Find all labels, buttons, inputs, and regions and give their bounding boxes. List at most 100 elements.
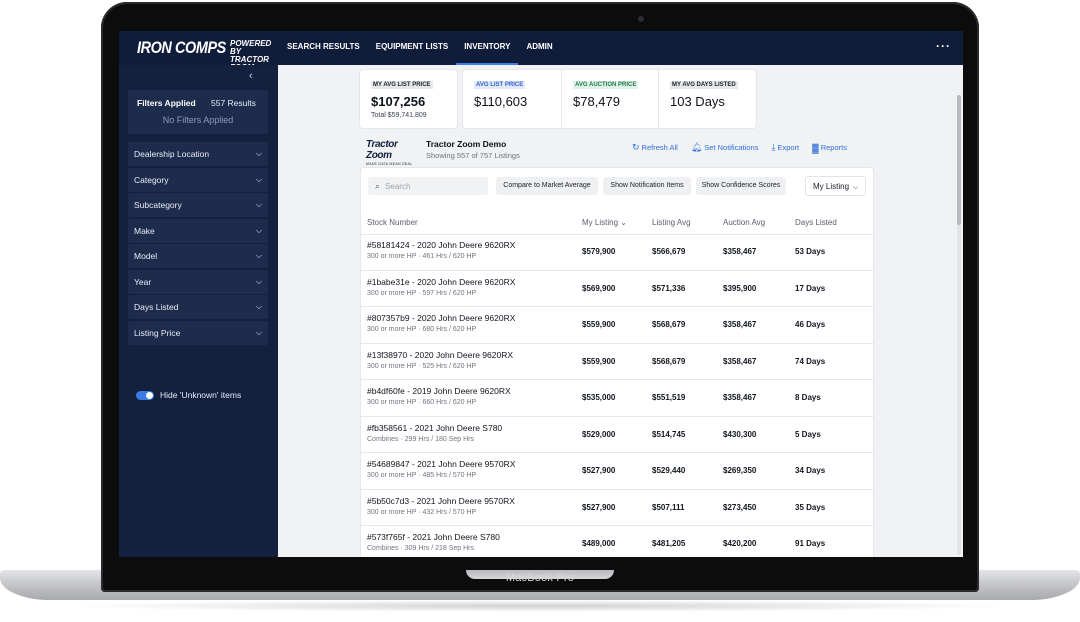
filter-subcategory[interactable]: Subcategory ⌵	[128, 193, 268, 217]
table-row[interactable]: #54689847 - 2021 John Deere 9570RX 300 o…	[361, 453, 873, 490]
view-select-value: My Listing	[813, 182, 850, 191]
nav-admin[interactable]: ADMIN	[526, 42, 553, 51]
bar-chart-icon: ▓	[812, 142, 819, 153]
filter-dealership-location[interactable]: Dealership Location ⌵	[128, 142, 268, 166]
my-listing-price: $527,900	[582, 466, 616, 475]
my-listing-price: $527,900	[582, 502, 616, 512]
header-stock-number[interactable]: Stock Number	[367, 218, 418, 227]
table-controls: ⌕ Compare to Market Average Show Notific…	[368, 176, 868, 197]
table-row[interactable]: #fb358561 - 2021 John Deere S780 Combine…	[361, 417, 873, 453]
show-notification-items-button[interactable]: Show Notification Items	[603, 177, 691, 195]
my-listing-price: $489,000	[582, 539, 616, 548]
stock-number[interactable]: #54689847 - 2021 John Deere 9570RX	[367, 459, 516, 469]
screen: IRON COMPS POWERED BY TRACTOR ZOOM SEARC…	[119, 31, 963, 557]
stat-value: $107,256	[371, 94, 426, 109]
equipment-spec: 300 or more HP · 432 Hrs / 570 HP	[367, 508, 477, 516]
compare-market-button[interactable]: Compare to Market Average	[496, 177, 598, 195]
stat-value: $110,603	[474, 94, 528, 109]
view-select[interactable]: My Listing ⌵	[805, 176, 866, 196]
stock-number[interactable]: #fb358561 - 2021 John Deere S780	[367, 422, 503, 433]
show-confidence-scores-button[interactable]: Show Confidence Scores	[696, 177, 786, 195]
filter-label: Listing Price	[134, 327, 181, 338]
table-row[interactable]: #13f38970 - 2020 John Deere 9620RX 300 o…	[361, 344, 873, 380]
nav-inventory[interactable]: INVENTORY	[456, 31, 519, 65]
my-listing-price: $529,000	[582, 429, 616, 439]
export-button[interactable]: ⤓ Export	[771, 142, 799, 153]
stat-label: AVG AUCTION PRICE	[573, 81, 639, 89]
chevron-down-icon: ⌵	[255, 327, 262, 337]
filter-listing-price[interactable]: Listing Price ⌵	[128, 320, 268, 345]
scrollbar-thumb[interactable]	[957, 95, 961, 225]
stock-number[interactable]: #1babe31e - 2020 John Deere 9620RX	[367, 276, 516, 287]
header-my-listing[interactable]: My Listing ⌄	[582, 218, 627, 227]
stock-number[interactable]: #807357b9 - 2020 John Deere 9620RX	[367, 313, 516, 323]
hide-unknown-toggle[interactable]	[136, 390, 154, 400]
stock-number[interactable]: #573f765f - 2021 John Deere S780	[367, 532, 500, 542]
dealer-logo-tagline: MAKE DATA MEAN DEAL	[366, 162, 413, 166]
stock-number[interactable]: #58181424 - 2020 John Deere 9620RX	[367, 240, 516, 250]
main-content: MY AVG LIST PRICE $107,256 Total $59,741…	[278, 65, 963, 557]
nav-search-results[interactable]: SEARCH RESULTS	[287, 42, 360, 51]
inventory-table: ⌕ Compare to Market Average Show Notific…	[361, 168, 873, 557]
equipment-spec: 300 or more HP · 525 Hrs / 620 HP	[367, 362, 477, 370]
laptop-shadow	[60, 600, 1020, 612]
days-listed: 34 Days	[795, 466, 826, 475]
header-listing-avg[interactable]: Listing Avg	[652, 218, 691, 227]
stock-number[interactable]: #5b50c7d3 - 2021 John Deere 9570RX	[367, 495, 515, 506]
filter-model[interactable]: Model ⌵	[128, 244, 268, 268]
collapse-sidebar-icon[interactable]: ‹	[249, 70, 253, 82]
days-listed: 74 Days	[795, 356, 826, 366]
filter-make[interactable]: Make ⌵	[128, 218, 268, 243]
chevron-down-icon: ⌵	[255, 251, 262, 260]
filter-sidebar: ‹ Filters Applied 557 Results No Filters…	[119, 65, 278, 557]
table-row[interactable]: #807357b9 - 2020 John Deere 9620RX 300 o…	[361, 307, 873, 344]
equipment-spec: Combines · 309 Hrs / 218 Sep Hrs	[367, 545, 474, 552]
no-filters-text: No Filters Applied	[162, 115, 234, 125]
dealer-name: Tractor Zoom Demo	[426, 139, 507, 149]
dealer-header: Tractor Zoom MAKE DATA MEAN DEAL Tractor…	[366, 137, 946, 166]
main-nav: SEARCH RESULTS EQUIPMENT LISTS INVENTORY…	[279, 31, 561, 65]
header-my-listing-label: My Listing	[582, 218, 619, 227]
hide-unknown-row: Hide 'Unknown' items	[136, 390, 241, 400]
set-notifications-button[interactable]: 🔔︎ Set Notifications	[691, 142, 759, 153]
days-listed: 53 Days	[795, 247, 826, 256]
table-row[interactable]: #573f765f - 2021 John Deere S780 Combine…	[361, 526, 873, 557]
stock-number[interactable]: #b4df60fe - 2019 John Deere 9620RX	[367, 386, 511, 396]
filter-label: Make	[134, 225, 155, 236]
camera	[638, 16, 644, 22]
chevron-down-icon: ⌵	[255, 302, 262, 311]
auction-avg-price: $358,467	[723, 356, 757, 366]
chevron-down-icon: ⌵	[853, 184, 859, 191]
header-auction-avg[interactable]: Auction Avg	[723, 218, 766, 227]
sort-desc-icon: ⌄	[620, 218, 627, 227]
iron-comps-logo[interactable]: IRON COMPS POWERED BY TRACTOR ZOOM	[137, 38, 271, 72]
chevron-down-icon: ⌵	[255, 276, 262, 286]
page-scrollbar[interactable]	[957, 95, 961, 555]
market-stats-group: AVG LIST PRICE $110,603 AVG AUCTION PRIC…	[463, 70, 756, 128]
header-days-listed[interactable]: Days Listed	[795, 218, 837, 227]
refresh-all-button[interactable]: ↻ Refresh All	[632, 142, 678, 153]
reports-button[interactable]: ▓ Reports	[812, 142, 847, 153]
chevron-down-icon: ⌵	[255, 174, 262, 184]
more-options-icon[interactable]: ···	[936, 39, 951, 53]
days-listed: 35 Days	[795, 502, 826, 512]
filter-days-listed[interactable]: Days Listed ⌵	[128, 295, 268, 319]
table-body: #58181424 - 2020 John Deere 9620RX 300 o…	[361, 234, 873, 557]
stat-total: Total $59,741,809	[371, 112, 427, 119]
search-box[interactable]: ⌕	[368, 177, 488, 195]
equipment-spec: Combines · 299 Hrs / 180 Sep Hrs	[367, 435, 474, 443]
stat-label: MY AVG DAYS LISTED	[670, 81, 738, 89]
filter-year[interactable]: Year ⌵	[128, 269, 268, 294]
tractor-zoom-logo: Tractor Zoom MAKE DATA MEAN DEAL	[366, 139, 420, 166]
laptop-notch	[466, 570, 614, 579]
stock-number[interactable]: #13f38970 - 2020 John Deere 9620RX	[367, 349, 514, 360]
table-row[interactable]: #1babe31e - 2020 John Deere 9620RX 300 o…	[361, 271, 873, 307]
listing-avg-price: $551,519	[652, 393, 686, 402]
table-row[interactable]: #5b50c7d3 - 2021 John Deere 9570RX 300 o…	[361, 490, 873, 526]
table-row[interactable]: #b4df60fe - 2019 John Deere 9620RX 300 o…	[361, 380, 873, 417]
search-input[interactable]	[385, 181, 476, 191]
nav-equipment-lists[interactable]: EQUIPMENT LISTS	[375, 42, 449, 51]
filter-category[interactable]: Category ⌵	[128, 167, 268, 192]
filter-list: Dealership Location ⌵ Category ⌵ Subcatego…	[128, 142, 268, 346]
table-row[interactable]: #58181424 - 2020 John Deere 9620RX 300 o…	[361, 234, 873, 271]
